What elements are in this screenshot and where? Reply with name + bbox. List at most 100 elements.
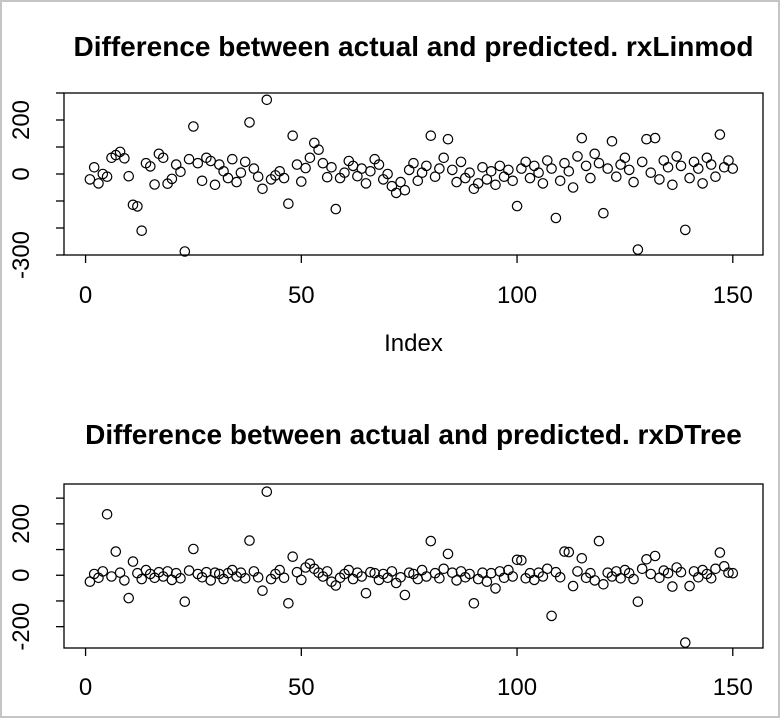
data-point bbox=[244, 535, 255, 546]
data-point bbox=[623, 164, 635, 176]
data-point bbox=[602, 163, 613, 174]
data-point bbox=[365, 566, 376, 578]
data-point bbox=[201, 566, 212, 578]
data-point bbox=[533, 167, 544, 178]
data-point bbox=[477, 162, 488, 173]
data-point bbox=[490, 179, 501, 191]
data-point bbox=[628, 176, 639, 188]
data-point bbox=[321, 171, 333, 183]
data-point bbox=[261, 486, 273, 497]
data-point bbox=[632, 244, 644, 255]
data-point bbox=[671, 151, 682, 162]
data-point bbox=[136, 225, 147, 236]
data-point bbox=[313, 144, 324, 155]
data-point bbox=[170, 159, 182, 170]
data-point bbox=[222, 172, 234, 184]
data-point bbox=[481, 576, 493, 587]
data-point bbox=[278, 572, 290, 584]
data-point bbox=[684, 580, 695, 592]
y-axis-tick-label: 200 bbox=[8, 504, 35, 544]
data-point bbox=[252, 171, 264, 182]
data-point bbox=[434, 163, 445, 174]
x-axis-tick-label: 150 bbox=[713, 674, 753, 701]
data-point bbox=[697, 178, 708, 189]
data-point bbox=[123, 170, 134, 182]
data-point bbox=[283, 597, 294, 609]
data-point bbox=[667, 179, 678, 191]
data-point bbox=[300, 162, 311, 174]
data-point bbox=[239, 156, 251, 168]
data-point bbox=[425, 130, 437, 141]
data-point bbox=[386, 566, 398, 577]
y-axis-tick-label: -300 bbox=[8, 231, 35, 279]
data-point bbox=[425, 535, 437, 547]
data-point bbox=[654, 174, 665, 185]
rxlinmod-x-axis-label: Index bbox=[384, 330, 443, 357]
data-point bbox=[675, 566, 687, 578]
data-point bbox=[451, 575, 462, 586]
data-point bbox=[416, 564, 428, 576]
y-axis-tick-label: 200 bbox=[8, 100, 35, 140]
data-point bbox=[106, 571, 117, 582]
data-point bbox=[438, 152, 449, 164]
data-point bbox=[688, 156, 700, 168]
data-point bbox=[119, 575, 130, 586]
data-point bbox=[641, 553, 652, 565]
data-point bbox=[636, 563, 648, 575]
data-point bbox=[442, 133, 454, 145]
data-point bbox=[179, 246, 191, 257]
data-point bbox=[132, 201, 143, 212]
data-point bbox=[710, 171, 721, 182]
data-point bbox=[421, 571, 432, 582]
data-point bbox=[507, 571, 518, 582]
data-point bbox=[503, 564, 514, 576]
data-point bbox=[723, 155, 734, 166]
x-axis-tick-label: 100 bbox=[497, 674, 537, 701]
data-point bbox=[675, 160, 687, 172]
data-point bbox=[403, 164, 415, 176]
data-point bbox=[395, 571, 406, 583]
rxlinmod-plot-area: 0 50 100 150 200 0 -300 bbox=[8, 92, 764, 309]
x-axis-tick-label: 0 bbox=[79, 674, 92, 701]
data-point bbox=[727, 567, 739, 579]
data-point bbox=[339, 167, 350, 178]
data-point bbox=[559, 546, 570, 557]
data-point bbox=[511, 554, 523, 566]
data-point bbox=[589, 148, 600, 160]
data-point bbox=[516, 554, 527, 566]
x-axis-tick-label: 50 bbox=[288, 282, 315, 309]
data-point bbox=[572, 566, 583, 577]
x-axis-tick-label: 50 bbox=[288, 674, 315, 701]
data-point bbox=[468, 597, 480, 609]
data-point bbox=[641, 133, 652, 145]
data-point bbox=[101, 171, 113, 182]
data-point bbox=[231, 176, 242, 188]
data-point bbox=[188, 543, 199, 555]
data-point bbox=[175, 166, 186, 178]
data-point bbox=[585, 172, 596, 184]
data-point bbox=[498, 171, 510, 182]
data-point bbox=[136, 573, 147, 585]
x-axis-tick-label: 100 bbox=[497, 282, 537, 309]
data-point bbox=[507, 175, 518, 187]
data-point bbox=[386, 180, 398, 192]
data-point bbox=[101, 508, 113, 520]
data-point bbox=[291, 159, 303, 170]
data-point bbox=[619, 152, 631, 164]
data-point bbox=[166, 574, 178, 586]
data-point bbox=[550, 212, 562, 224]
data-point bbox=[472, 178, 484, 189]
data-point bbox=[528, 574, 540, 586]
data-point bbox=[252, 571, 264, 583]
data-point bbox=[399, 184, 411, 196]
data-point bbox=[365, 166, 376, 177]
data-point bbox=[88, 162, 100, 173]
data-point bbox=[718, 162, 730, 173]
data-point bbox=[649, 132, 661, 144]
data-point bbox=[412, 175, 424, 187]
data-point bbox=[373, 159, 385, 170]
data-point bbox=[481, 174, 493, 185]
data-point bbox=[593, 535, 605, 547]
